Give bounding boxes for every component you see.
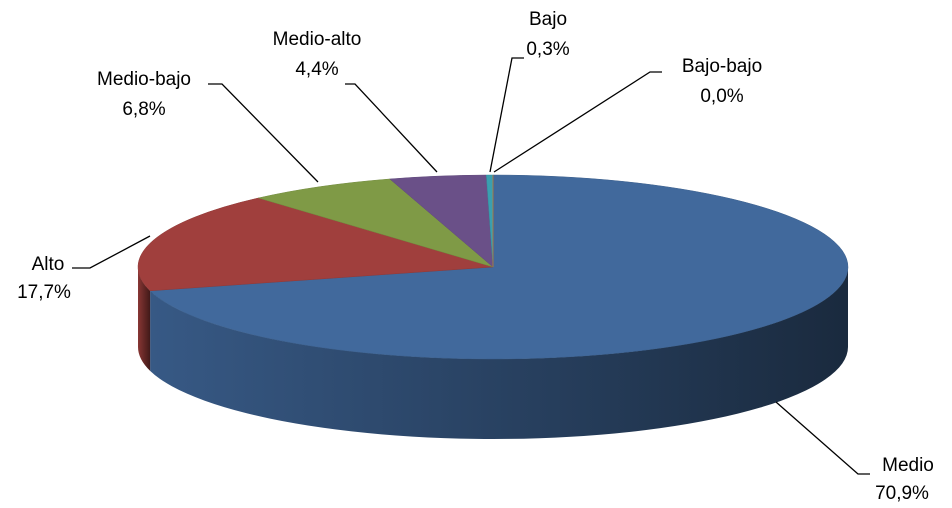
- leader-line: [72, 235, 151, 269]
- leader-line: [493, 71, 662, 173]
- slice-value: 70,9%: [875, 483, 929, 504]
- slice-value: 6,8%: [122, 99, 165, 120]
- leader-line: [775, 401, 870, 475]
- slice: [137, 197, 494, 292]
- pie-tops: [137, 174, 849, 360]
- slice-name: Alto: [32, 254, 65, 275]
- slice-name: Bajo: [529, 9, 567, 30]
- leader-line: [489, 57, 524, 173]
- pie-sides: [138, 267, 849, 439]
- leader-lines: [72, 57, 870, 475]
- slice-name: Medio-alto: [273, 29, 362, 50]
- slice: [257, 178, 494, 268]
- slice-name: Medio: [882, 455, 934, 476]
- slice-value: 0,3%: [526, 39, 569, 60]
- slice-value: 4,4%: [295, 59, 338, 80]
- leader-line: [208, 83, 319, 183]
- slice-value: 0,0%: [700, 86, 743, 107]
- slice-name: Medio-bajo: [97, 69, 191, 90]
- slice: [149, 174, 849, 360]
- leader-line: [345, 83, 438, 173]
- slice-side: [150, 267, 849, 439]
- slice-side: [138, 267, 151, 371]
- slice-name: Bajo-bajo: [682, 56, 762, 77]
- slice-value: 17,7%: [17, 282, 71, 303]
